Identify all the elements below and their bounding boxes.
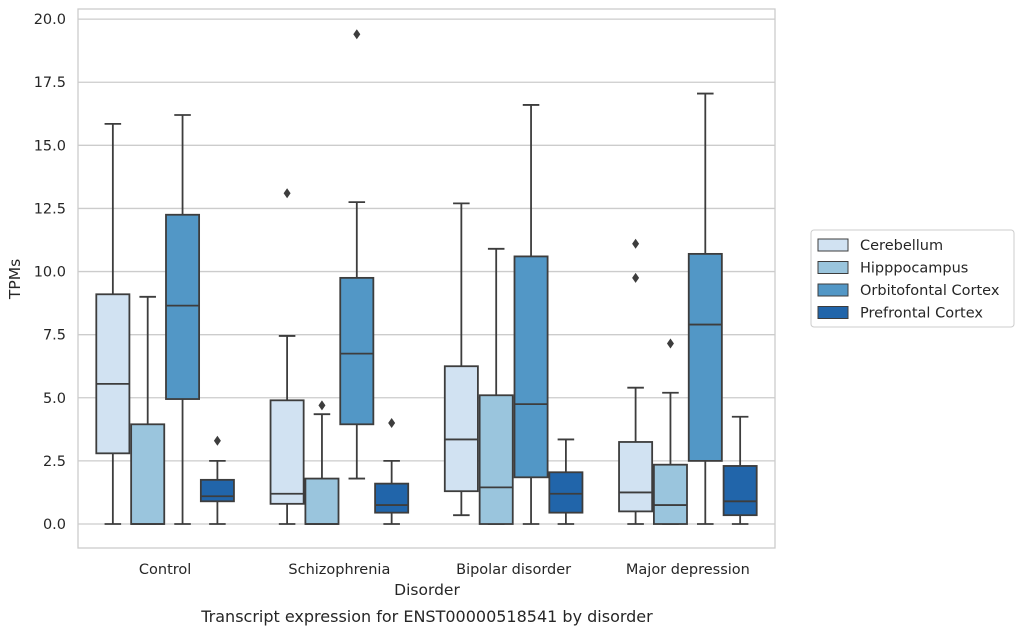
box-iqr bbox=[478, 394, 514, 525]
y-tick-label: 10.0 bbox=[34, 265, 66, 281]
y-tick-labels: 0.0 2.5 5.0 7.5 10.0 12.5 15.0 17.5 20.0 bbox=[34, 12, 66, 533]
chart-caption: Transcript expression for ENST0000051854… bbox=[200, 607, 653, 626]
box-iqr bbox=[687, 252, 723, 462]
y-tick-label: 17.5 bbox=[34, 75, 66, 91]
outlier-point bbox=[666, 338, 674, 349]
legend-label: Hipppocampus bbox=[860, 261, 968, 277]
box-iqr bbox=[95, 293, 131, 455]
outlier-point bbox=[632, 238, 640, 249]
box-0-0 bbox=[95, 122, 131, 525]
box-3-3 bbox=[722, 415, 758, 525]
legend: Cerebellum Hipppocampus Orbitofontal Corte… bbox=[810, 229, 1015, 328]
y-tick-label: 5.0 bbox=[43, 391, 66, 407]
y-tick-label: 7.5 bbox=[43, 328, 66, 344]
x-tick-label: Bipolar disorder bbox=[456, 562, 571, 578]
legend-swatch bbox=[817, 238, 849, 252]
x-tick-label: Schizophrenia bbox=[288, 562, 390, 578]
legend-frame bbox=[810, 229, 1015, 328]
box-0-2 bbox=[165, 114, 201, 525]
box-1-2 bbox=[339, 29, 375, 480]
x-axis-label: Disorder bbox=[394, 581, 460, 599]
box-1-3 bbox=[374, 418, 410, 525]
box-iqr bbox=[199, 478, 235, 503]
box-iqr bbox=[304, 477, 340, 525]
legend-swatch bbox=[817, 283, 849, 297]
box-1-0 bbox=[269, 188, 305, 525]
box-iqr bbox=[339, 276, 375, 426]
box-iqr bbox=[722, 465, 758, 517]
box-2-0 bbox=[443, 202, 479, 517]
box-3-2 bbox=[687, 92, 723, 525]
box-3-1 bbox=[652, 338, 688, 525]
box-iqr bbox=[618, 441, 654, 513]
legend-label: Cerebellum bbox=[860, 238, 943, 254]
y-axis-label: TPMs bbox=[6, 259, 24, 300]
y-tick-label: 0.0 bbox=[43, 517, 66, 533]
box-iqr bbox=[165, 213, 201, 400]
y-tick-label: 20.0 bbox=[34, 12, 66, 28]
legend-label: Prefrontal Cortex bbox=[860, 306, 983, 322]
plot-frame bbox=[77, 8, 776, 549]
box-iqr bbox=[513, 255, 549, 479]
y-tick-label: 12.5 bbox=[34, 201, 66, 217]
legend-swatch bbox=[817, 261, 849, 274]
box-iqr bbox=[269, 399, 305, 505]
box-2-2 bbox=[513, 104, 549, 525]
outlier-point bbox=[632, 272, 640, 283]
y-tick-label: 2.5 bbox=[43, 454, 66, 470]
box-iqr bbox=[443, 365, 479, 493]
outlier-point bbox=[283, 188, 291, 199]
box-1-1 bbox=[304, 400, 340, 525]
legend-swatch bbox=[817, 306, 849, 319]
box-iqr bbox=[374, 482, 410, 514]
box-layer bbox=[95, 29, 758, 525]
outlier-point bbox=[388, 418, 396, 429]
outlier-point bbox=[353, 29, 361, 40]
x-tick-labels: Control Schizophrenia Bipolar disorder Majo… bbox=[139, 562, 750, 578]
box-3-0 bbox=[618, 238, 654, 525]
box-iqr bbox=[130, 423, 166, 525]
box-2-3 bbox=[548, 438, 584, 525]
outlier-point bbox=[213, 435, 221, 446]
x-tick-label: Major depression bbox=[626, 562, 750, 578]
box-iqr bbox=[548, 471, 584, 514]
legend-label: Orbitofontal Cortex bbox=[860, 283, 1000, 299]
box-2-1 bbox=[478, 247, 514, 525]
box-iqr bbox=[652, 463, 688, 525]
x-tick-label: Control bbox=[139, 562, 191, 578]
box-0-3 bbox=[199, 435, 235, 525]
box-0-1 bbox=[130, 295, 166, 525]
y-tick-label: 15.0 bbox=[34, 138, 66, 154]
outlier-point bbox=[318, 400, 326, 411]
